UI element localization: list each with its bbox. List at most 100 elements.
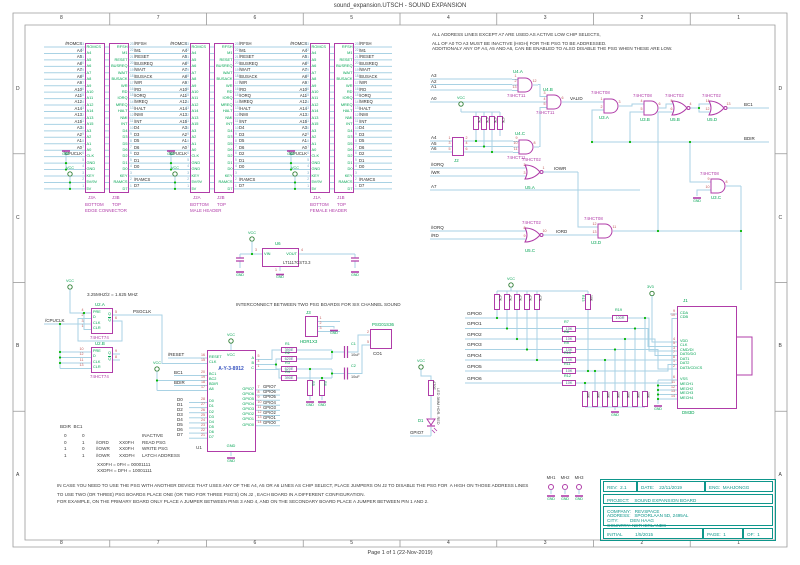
connector-J1A — [310, 43, 330, 193]
pin-name: MECH2 — [680, 386, 694, 391]
connector-ref: J3A — [88, 195, 96, 200]
truth-table-cell: LATCH ADDRESS — [142, 452, 180, 458]
pin-name: WR — [226, 82, 233, 88]
pin-number: 9 — [523, 233, 526, 238]
pin-name: A6 — [86, 63, 92, 69]
net-label: /RESET — [359, 54, 375, 60]
gnd-symbol: GND — [351, 272, 359, 277]
truth-table-cell: WRITE PSG — [142, 446, 168, 452]
gate-U3.D — [592, 223, 618, 239]
pin-number: 7 — [82, 145, 84, 149]
gnd-symbol: GND — [318, 402, 326, 407]
titleblock-rev: REV: 2.1 — [603, 481, 637, 492]
pin-number: 20 — [130, 61, 134, 66]
pin-number: 13 — [355, 106, 359, 111]
net-label: D3 — [359, 131, 365, 137]
pin-number: 9 — [257, 394, 260, 399]
gate-U3.C — [705, 178, 731, 194]
note-usage-3: FOR EXAMPLE, ON THE PRIMARY BOARD ONLY P… — [57, 498, 429, 504]
gate-U5.C — [521, 227, 548, 243]
net-label: D2 — [359, 151, 365, 157]
pin-name: DAT0/DO — [680, 352, 697, 357]
gate-U4.B — [541, 94, 567, 110]
net-label: GPIO6 — [263, 389, 276, 395]
pullup-resistor — [489, 116, 495, 130]
net-label: D5 — [177, 422, 183, 427]
truth-table-cell: /IOWR — [96, 452, 110, 458]
pin-name: A5 — [191, 56, 197, 62]
gate-part: 74HCT08 — [584, 215, 603, 221]
pin-number: 12 — [235, 112, 239, 117]
pin-name: VCC — [226, 351, 236, 357]
net-label: /INT — [239, 118, 247, 124]
titleblock-eng: ENG: MAHJONGG — [705, 481, 773, 492]
net-label: A6 — [431, 146, 437, 152]
pin-number: 13 — [305, 106, 309, 111]
pin-name: MECH1 — [680, 382, 694, 387]
pin-number: 2 — [355, 177, 357, 182]
note-disable: ADDITIONALY ANY OF A4, A5 AND A6, CAN BE… — [432, 45, 673, 51]
pin-number: 25 — [201, 412, 205, 417]
pin-number: 19 — [130, 67, 134, 72]
connector-caption: TOP — [217, 201, 226, 207]
net-label: /IORQ — [431, 225, 444, 230]
pin-name: D0 — [227, 166, 233, 172]
resistor-ref: R8 — [564, 330, 569, 334]
net-label: A1 — [301, 138, 307, 144]
gate-part: 74HCT08 — [591, 90, 610, 95]
gpio-pulldown — [612, 391, 618, 407]
gate-ref: U5.B — [670, 116, 680, 122]
pin-name: D2 — [122, 153, 128, 159]
pin-name: A3 — [86, 127, 92, 133]
pin-number: 1 — [355, 183, 357, 188]
gate-part: 74HCT02 — [522, 219, 541, 225]
connector-J1B — [334, 43, 354, 193]
pin-number: 13 — [671, 389, 675, 394]
pin-number: 22 — [235, 48, 239, 53]
border-row-label: D — [16, 85, 20, 92]
note-usage-1: IN CASE YOU NEED TO USE THE PSG WITH ANO… — [57, 482, 529, 488]
pin-number: 17 — [305, 80, 309, 85]
pin-name: A10 — [311, 88, 319, 94]
pin-name: RFSH — [341, 43, 353, 49]
truth-table-cell: READ PSG — [142, 439, 166, 445]
pin-number: 21 — [80, 54, 84, 59]
gpio-pullup — [534, 294, 540, 310]
net-label: /BUSACK — [239, 73, 258, 79]
pin-name: D3 — [347, 134, 353, 140]
pin-name: A4 — [311, 50, 317, 56]
net-label: A7 — [431, 184, 437, 189]
pin-number: 14 — [185, 99, 189, 104]
gnd-symbol: GND — [654, 406, 662, 411]
pin-number: 13 — [235, 106, 239, 111]
gate-ref: U3.D — [591, 239, 602, 245]
border-col-label: 3 — [543, 14, 547, 21]
net-label: /IORQ — [359, 93, 371, 98]
pin-name: A13 — [86, 114, 94, 120]
resistor-ref: R19 — [615, 308, 622, 312]
net-label: /WR — [431, 170, 440, 175]
net-label: GPIO7 — [263, 384, 276, 390]
pin-name: D5 — [227, 140, 233, 146]
pin-number: 16 — [130, 86, 134, 91]
header-part: HDR1X3 — [300, 338, 318, 344]
net-label: A14 — [179, 105, 187, 111]
net-label: A1 — [76, 138, 82, 144]
net-label: IOWR — [554, 165, 567, 171]
net-label: A5 — [431, 140, 437, 146]
pin-name: ROMCS — [311, 43, 326, 49]
pin-name: B — [251, 361, 254, 366]
cap-ref: C1 — [351, 342, 356, 346]
resistor-ref: R3 — [285, 360, 290, 365]
net-label: GPIO0 — [263, 419, 276, 425]
pin-number: 13 — [80, 106, 84, 111]
pin-name: A0 — [191, 147, 197, 152]
net-label: GPIO6 — [467, 376, 482, 382]
gnd-symbol: GND — [330, 331, 338, 336]
truth-table-cell: 1 — [64, 452, 67, 458]
pin-name: D6 — [209, 429, 214, 434]
pin-number: 14 — [80, 99, 84, 104]
pin-name: CDB — [680, 315, 689, 320]
pin-number: 8 — [235, 138, 237, 143]
border-row-label: A — [16, 472, 20, 479]
